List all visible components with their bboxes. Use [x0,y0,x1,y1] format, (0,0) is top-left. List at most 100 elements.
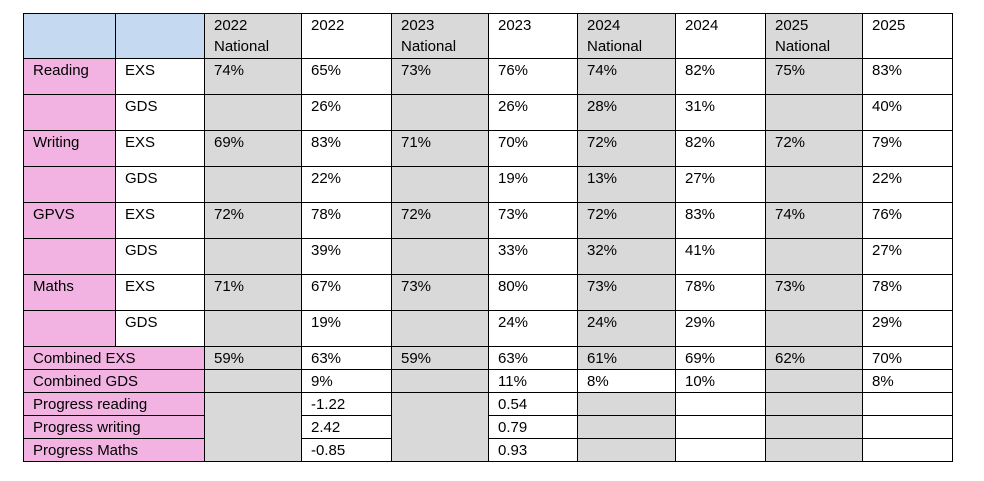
value-cell: 82% [675,58,766,95]
value-cell: 61% [577,346,676,370]
subject-cell [23,310,116,347]
value-cell: 8% [577,369,676,393]
value-cell: 70% [488,130,578,167]
progress-label-cell: Progress writing [23,415,205,439]
value-cell: 28% [577,94,676,131]
value-cell: 80% [488,274,578,311]
table-row: GDS 26% 26% 28% 31% 40% [23,94,953,131]
value-cell: 75% [765,58,863,95]
value-cell: 70% [862,346,953,370]
value-cell: 69% [675,346,766,370]
value-cell [391,166,489,203]
value-cell: 26% [301,94,392,131]
header-cell: 2025 [862,13,953,59]
value-cell: 72% [577,202,676,239]
value-cell [765,369,863,393]
measure-cell: EXS [115,274,205,311]
header-cell [23,13,116,59]
value-cell [862,392,953,416]
header-cell: 2024 [675,13,766,59]
value-cell: 83% [301,130,392,167]
value-cell [204,94,302,131]
value-cell [765,166,863,203]
value-cell: 29% [675,310,766,347]
measure-cell: EXS [115,130,205,167]
value-cell: 27% [675,166,766,203]
value-cell: 78% [301,202,392,239]
value-cell: 72% [765,130,863,167]
subject-cell: Maths [23,274,116,311]
value-cell: 29% [862,310,953,347]
subject-cell: Writing [23,130,116,167]
progress-label-cell: Progress reading [23,392,205,416]
value-cell [765,94,863,131]
value-cell: 76% [862,202,953,239]
header-cell: 2024 National [577,13,676,59]
value-cell [391,310,489,347]
value-cell: 2.42 [301,415,392,439]
measure-cell: GDS [115,94,205,131]
value-cell: 0.79 [488,415,578,439]
value-cell [577,415,676,439]
value-cell: 11% [488,369,578,393]
header-cell: 2023 [488,13,578,59]
value-cell [765,415,863,439]
value-cell: -1.22 [301,392,392,416]
value-cell: 59% [391,346,489,370]
header-cell: 2022 [301,13,392,59]
value-cell: 9% [301,369,392,393]
value-cell [675,392,766,416]
header-cell: 2022 National [204,13,302,59]
value-cell: 22% [862,166,953,203]
value-cell: 62% [765,346,863,370]
measure-cell: EXS [115,58,205,95]
table-row: GDS 19% 24% 24% 29% 29% [23,310,953,347]
table-row: Writing EXS 69% 83% 71% 70% 72% 82% 72% … [23,130,953,167]
table-row: GDS 39% 33% 32% 41% 27% [23,238,953,275]
value-cell: 24% [488,310,578,347]
subject-cell: Reading [23,58,116,95]
value-cell: 79% [862,130,953,167]
value-cell [577,392,676,416]
value-cell [765,310,863,347]
value-cell: 73% [488,202,578,239]
value-cell: 10% [675,369,766,393]
value-cell: 32% [577,238,676,275]
value-cell: 72% [577,130,676,167]
value-cell [765,238,863,275]
progress-label-cell: Progress Maths [23,438,205,462]
value-cell: 31% [675,94,766,131]
value-cell: 71% [391,130,489,167]
value-cell: 71% [204,274,302,311]
value-cell [765,438,863,462]
subject-cell [23,166,116,203]
subject-cell [23,238,116,275]
value-cell: 63% [488,346,578,370]
table-row: Maths EXS 71% 67% 73% 80% 73% 78% 73% 78… [23,274,953,311]
table-row: Reading EXS 74% 65% 73% 76% 74% 82% 75% … [23,58,953,95]
results-table: 2022 National 2022 2023 National 2023 20… [23,13,953,462]
value-cell: 74% [577,58,676,95]
value-cell: 72% [204,202,302,239]
value-cell [391,94,489,131]
header-row: 2022 National 2022 2023 National 2023 20… [23,13,953,59]
value-cell: 24% [577,310,676,347]
value-cell: 73% [577,274,676,311]
measure-cell: EXS [115,202,205,239]
measure-cell: GDS [115,166,205,203]
value-cell [862,415,953,439]
value-cell: 73% [391,58,489,95]
value-cell: 19% [301,310,392,347]
measure-cell: GDS [115,238,205,275]
combined-label-cell: Combined GDS [23,369,205,393]
value-cell [391,238,489,275]
value-cell: 41% [675,238,766,275]
value-cell: 78% [675,274,766,311]
value-cell: 67% [301,274,392,311]
table-row: GPVS EXS 72% 78% 72% 73% 72% 83% 74% 76% [23,202,953,239]
measure-cell: GDS [115,310,205,347]
value-cell: 8% [862,369,953,393]
value-cell: 83% [862,58,953,95]
value-cell: 40% [862,94,953,131]
value-cell: 13% [577,166,676,203]
